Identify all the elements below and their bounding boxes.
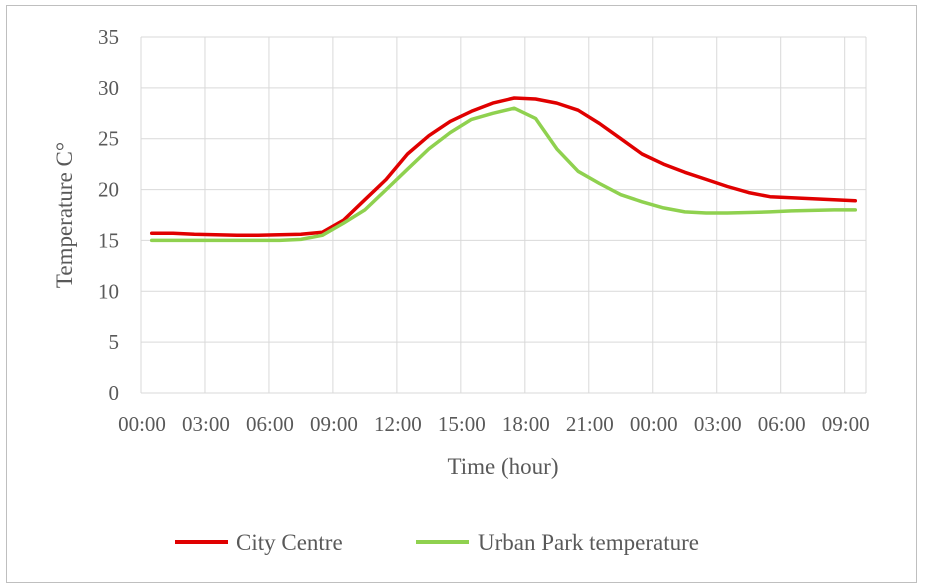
x-axis-title: Time (hour) — [448, 454, 559, 479]
x-tick-label: 03:00 — [182, 412, 230, 436]
gridlines — [140, 36, 867, 394]
x-tick-label: 15:00 — [438, 412, 486, 436]
x-tick-label: 09:00 — [822, 412, 870, 436]
x-tick-label: 00:00 — [630, 412, 678, 436]
x-tick-label: 06:00 — [758, 412, 806, 436]
series-line-city-centre — [149, 96, 858, 238]
x-tick-label: 12:00 — [374, 412, 422, 436]
y-tick-label: 15 — [98, 228, 119, 252]
x-tick-label: 00:00 — [118, 412, 166, 436]
y-tick-label: 20 — [98, 178, 119, 202]
series-lines — [149, 96, 858, 243]
legend-label-urban-park: Urban Park temperature — [478, 530, 699, 555]
chart-frame — [6, 5, 917, 583]
x-tick-labels: 00:00 03:00 06:00 09:00 12:00 15:00 18:00 21:00… — [118, 412, 870, 436]
y-tick-label: 0 — [109, 381, 120, 405]
x-tick-label: 18:00 — [502, 412, 550, 436]
y-tick-label: 10 — [98, 279, 119, 303]
y-tick-label: 30 — [98, 76, 119, 100]
x-tick-label: 06:00 — [246, 412, 294, 436]
x-tick-label: 09:00 — [310, 412, 358, 436]
y-tick-label: 25 — [98, 127, 119, 151]
x-tick-label: 21:00 — [566, 412, 614, 436]
x-tick-label: 03:00 — [694, 412, 742, 436]
legend-label-city-centre: City Centre — [236, 530, 343, 555]
y-tick-label: 35 — [98, 25, 119, 49]
legend: City Centre Urban Park temperature — [175, 530, 699, 555]
y-tick-labels: 0 5 10 15 20 25 30 35 — [98, 25, 119, 405]
series-line-urban-park — [149, 106, 858, 243]
y-axis-title: Temperature C° — [52, 142, 77, 288]
y-tick-label: 5 — [109, 330, 120, 354]
